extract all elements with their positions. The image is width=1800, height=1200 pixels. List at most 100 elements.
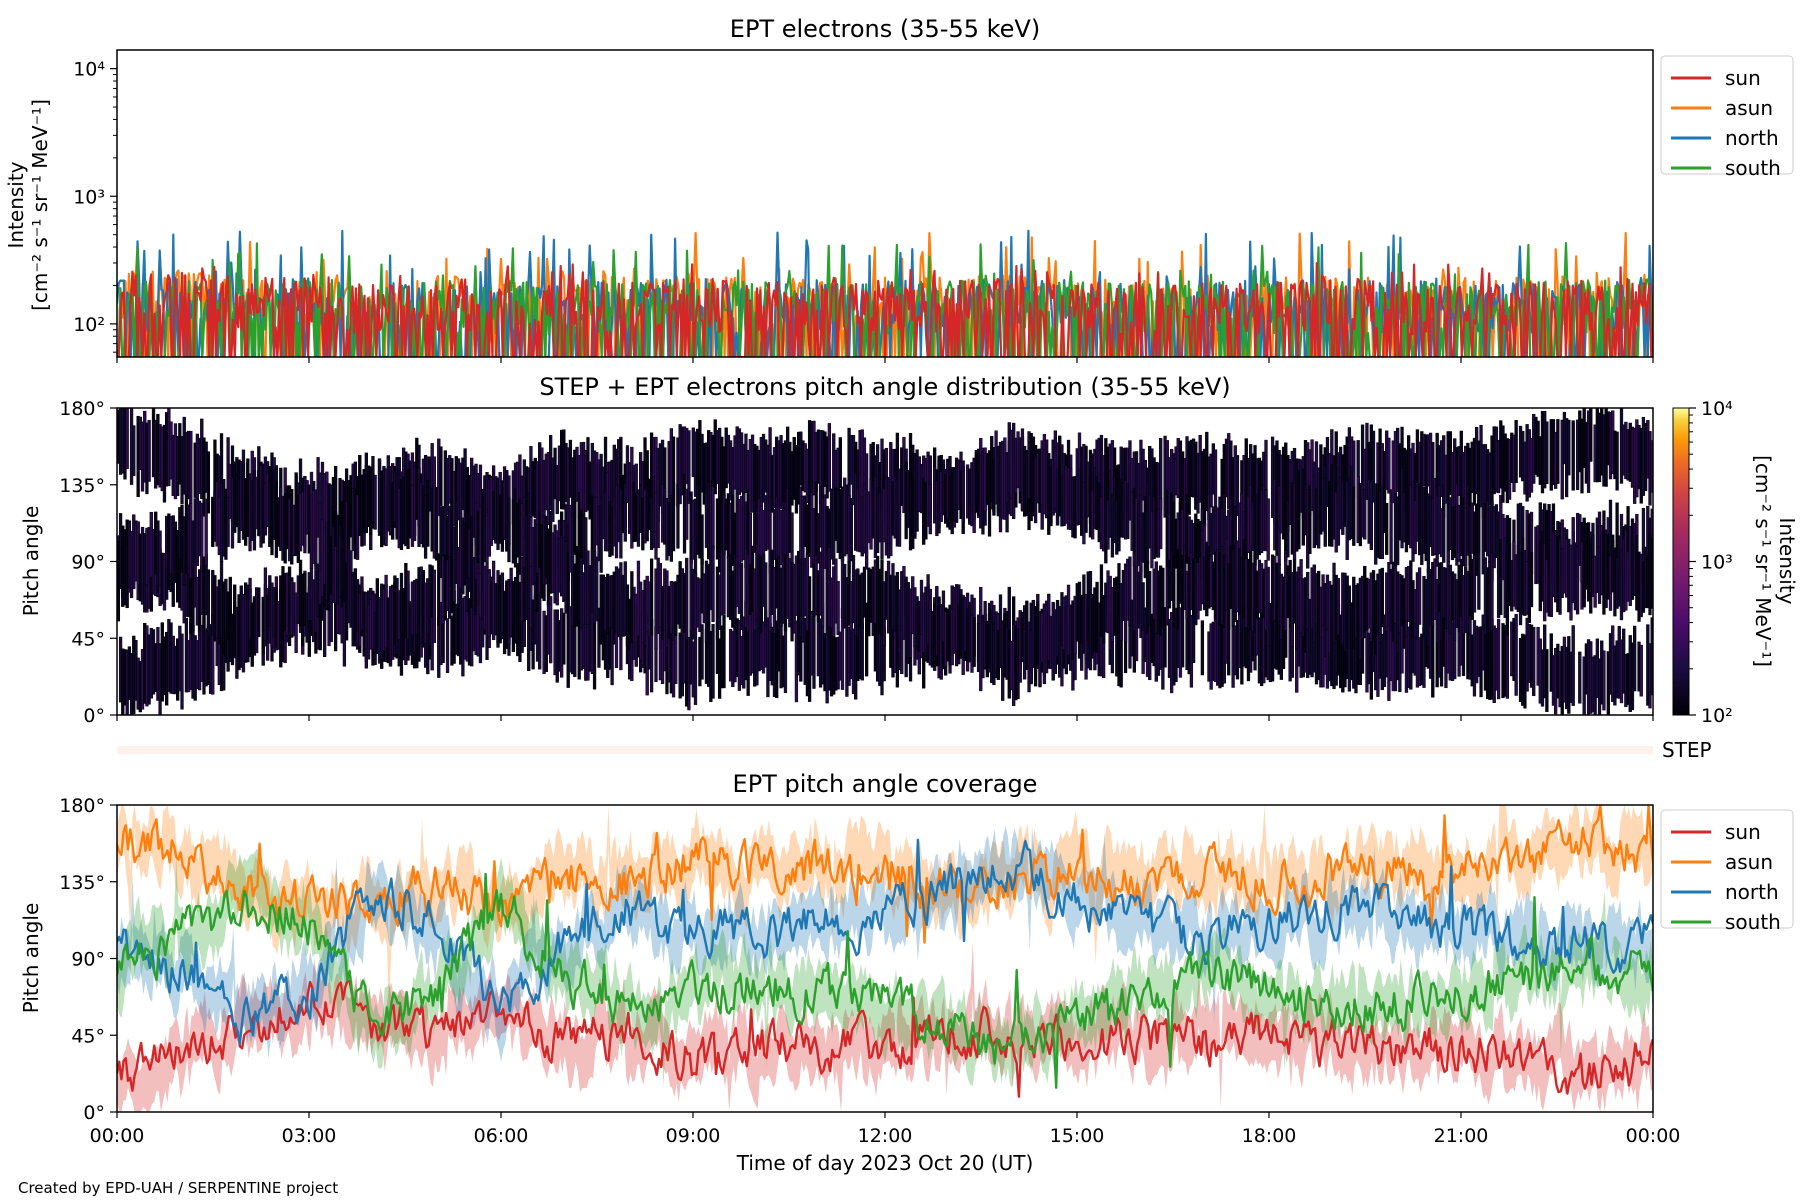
pad-cell-asun (373, 474, 377, 530)
panel-pad: STEP + EPT electrons pitch angle distrib… (19, 373, 1799, 727)
y-tick-label: 90° (71, 552, 105, 574)
legend-label-south: south (1725, 156, 1781, 180)
pad-cell-south (821, 554, 825, 628)
x-tick-label: 03:00 (282, 1125, 337, 1147)
legend-box (1660, 55, 1794, 175)
pad-cell-north (849, 497, 853, 562)
pad-cell-south (226, 497, 230, 547)
pad-cell-north (1389, 489, 1393, 565)
x-tick-label: 12:00 (858, 1125, 913, 1147)
x-tick-label: 06:00 (474, 1125, 529, 1147)
x-axis-label: Time of day 2023 Oct 20 (UT) (736, 1151, 1034, 1175)
y-tick-label: 10³ (73, 186, 105, 208)
panel1-title: EPT electrons (35-55 keV) (730, 15, 1040, 43)
pad-cell-sun (860, 622, 864, 681)
pad-cell-sun (700, 624, 704, 680)
pad-cell-north (897, 468, 902, 547)
y-tick-label: 180° (59, 398, 105, 420)
coverage-band-north (117, 826, 1653, 1063)
y-tick-label: 45° (71, 1025, 105, 1047)
pad-cell-north (700, 514, 704, 565)
x-tick-label: 21:00 (1434, 1125, 1489, 1147)
pad-cell-asun (1371, 430, 1376, 503)
pad-cell-north (656, 468, 660, 548)
y-tick-label: 180° (59, 795, 105, 817)
pad-cell-north (1363, 489, 1367, 540)
panel2-ylabel: Pitch angle (19, 506, 43, 617)
y-tick-label: 90° (71, 949, 105, 971)
coverage-band-south (117, 848, 1653, 1088)
intensity-series-group (117, 229, 1653, 357)
pad-cell-asun (439, 446, 443, 507)
panel1-x-ticks (116, 357, 1654, 363)
pad-cell-sun (1578, 651, 1582, 704)
pad-cell-south (1477, 551, 1481, 610)
pad-cell-north (454, 501, 458, 584)
pad-cell-asun (1235, 455, 1240, 516)
pad-cell-sun (1650, 617, 1653, 696)
y-tick-label: 0° (83, 1102, 105, 1124)
pad-cell-sun (711, 624, 715, 699)
pad-cell-south (1336, 578, 1341, 636)
pad-cell-north (671, 482, 676, 552)
coverage-line-sun (117, 979, 1653, 1098)
colorbar-ticks: 10² 10³ 10⁴ (1689, 398, 1733, 727)
pad-cell-south (1161, 567, 1165, 627)
x-tick-label: 09:00 (666, 1125, 721, 1147)
pad-cell-north (1352, 486, 1356, 546)
pad-cell-asun (838, 437, 842, 489)
pad-cell-south (1141, 582, 1145, 631)
x-tick-label: 18:00 (1242, 1125, 1297, 1147)
panel4-title: EPT pitch angle coverage (733, 770, 1038, 798)
pad-cell-sun (1514, 613, 1518, 696)
coverage-band-asun (117, 805, 1653, 1008)
y-tick-label: 45° (71, 628, 105, 650)
panel1-ylabel-units: [cm⁻² s⁻¹ sr⁻¹ MeV⁻¹] (28, 99, 52, 311)
colorbar-tick-label: 10³ (1701, 552, 1733, 574)
y-tick-label: 135° (59, 872, 105, 894)
coverage-band-sun (117, 941, 1653, 1112)
intensity-line-sun (117, 262, 1653, 357)
legend-label-north: north (1725, 126, 1779, 150)
coverage-line-south (117, 872, 1653, 1089)
pad-cell-north (228, 576, 232, 638)
pad-cell-north (1442, 484, 1446, 563)
y-tick-label: 10² (73, 314, 105, 336)
pad-cell-south (432, 569, 437, 644)
pad-cell-sun (1602, 650, 1606, 711)
pad-cell-north (1159, 498, 1163, 550)
step-strip (117, 746, 1653, 754)
pad-cell-south (1575, 546, 1580, 615)
pad-cell-sun (1545, 649, 1549, 712)
pad-cell-south (1380, 567, 1384, 628)
pad-cell-north (1369, 481, 1373, 551)
pad-cell-south (649, 558, 654, 636)
pad-cell-sun (812, 609, 816, 689)
y-tick-label: 135° (59, 475, 105, 497)
pad-cell-north (790, 512, 794, 565)
pad-cell-asun (1571, 420, 1575, 491)
legend-label-asun: asun (1725, 96, 1773, 120)
pad-cell-north (676, 484, 680, 549)
coverage-line-north (117, 838, 1653, 1045)
legend-label-asun: asun (1725, 850, 1773, 874)
pad-cell-south (1128, 556, 1132, 627)
panel1-y-ticks: 10² 10³ 10⁴ (73, 59, 117, 353)
panel2-x-ticks (116, 715, 1654, 721)
y-tick-label: 0° (83, 705, 105, 727)
pad-cell-north (1308, 485, 1312, 554)
pad-cell-south (807, 576, 812, 634)
pad-cell-sun (1505, 629, 1510, 699)
x-tick-label: 00:00 (90, 1125, 145, 1147)
pad-cell-sun (1571, 625, 1575, 706)
pad-cell-north (928, 484, 932, 535)
legend-label-north: north (1725, 880, 1779, 904)
colorbar-units: [cm⁻² s⁻¹ sr⁻¹ MeV⁻¹] (1751, 455, 1775, 667)
pad-cell-sun (1163, 607, 1167, 668)
pad-cell-sun (592, 616, 597, 690)
legend-label-sun: sun (1725, 66, 1761, 90)
pad-cell-asun (1545, 421, 1549, 484)
pad-cell-sun (180, 633, 184, 710)
x-tick-label: 15:00 (1050, 1125, 1105, 1147)
pad-cell-south (200, 502, 204, 572)
